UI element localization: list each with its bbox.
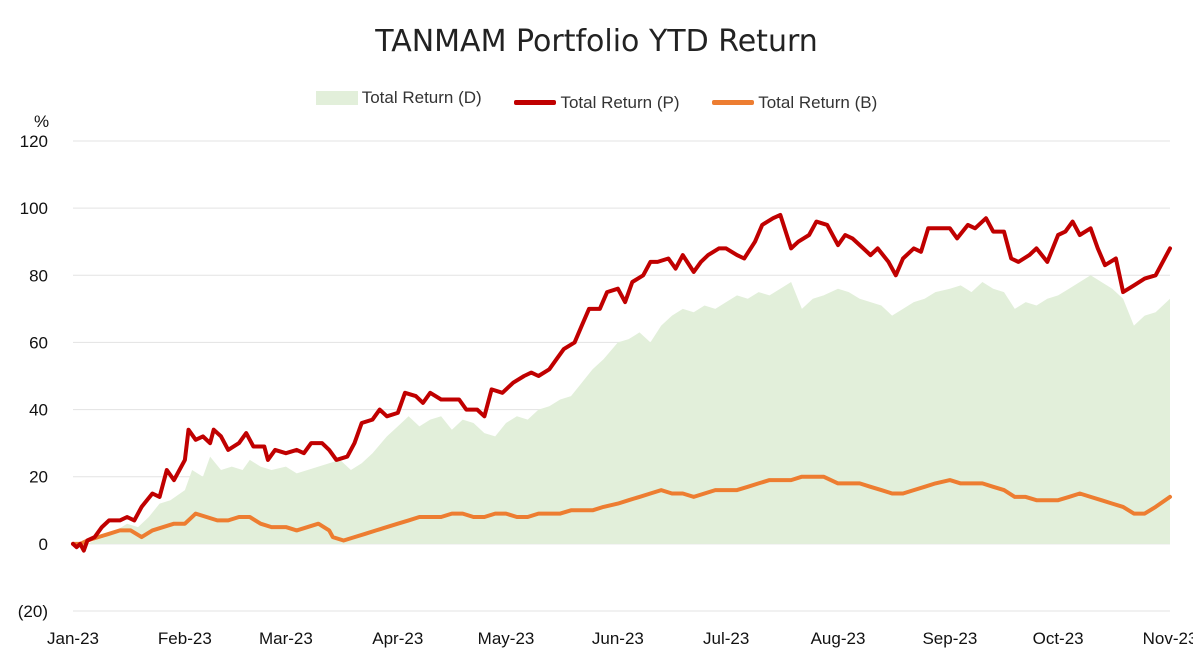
legend: Total Return (D) Total Return (P) Total …: [0, 88, 1193, 113]
series-area-d: [73, 275, 1170, 548]
x-tick-label: Apr-23: [372, 629, 423, 648]
series-line-p: [71, 212, 1172, 553]
y-tick-label: 60: [29, 333, 48, 352]
y-tick-label: 120: [20, 132, 48, 151]
chart-title: TANMAM Portfolio YTD Return: [375, 24, 818, 59]
x-tick-label: Jun-23: [592, 629, 644, 648]
legend-swatch-d: [315, 91, 358, 105]
x-tick-label: Oct-23: [1033, 629, 1084, 648]
x-tick-label: Nov-23: [1143, 629, 1193, 648]
legend-swatch-b: [712, 100, 755, 105]
y-tick-label: 100: [20, 199, 48, 218]
x-tick-label: Feb-23: [158, 629, 212, 648]
series-line-b: [71, 474, 1172, 546]
x-tick-label: Jan-23: [47, 629, 99, 648]
x-tick-label: Sep-23: [922, 629, 977, 648]
y-tick-label: 0: [39, 535, 48, 554]
y-tick-label: 20: [29, 468, 48, 487]
y-axis-unit-label: %: [34, 112, 49, 131]
legend-item-p[interactable]: Total Return (P): [514, 93, 679, 113]
x-tick-label: Aug-23: [811, 629, 866, 648]
legend-label-d: Total Return (D): [361, 88, 482, 107]
y-tick-label: 40: [29, 401, 48, 420]
legend-label-b: Total Return (B): [758, 92, 878, 112]
x-tick-label: Jul-23: [703, 629, 749, 648]
x-tick-label: Mar-23: [259, 629, 313, 648]
legend-item-b[interactable]: Total Return (B): [712, 93, 877, 113]
y-tick-label: (20): [18, 602, 48, 621]
y-tick-label: 80: [29, 266, 48, 285]
legend-item-d[interactable]: Total Return (D): [315, 88, 482, 108]
x-tick-label: May-23: [478, 629, 535, 648]
legend-swatch-p: [514, 100, 557, 105]
legend-label-p: Total Return (P): [560, 92, 680, 112]
